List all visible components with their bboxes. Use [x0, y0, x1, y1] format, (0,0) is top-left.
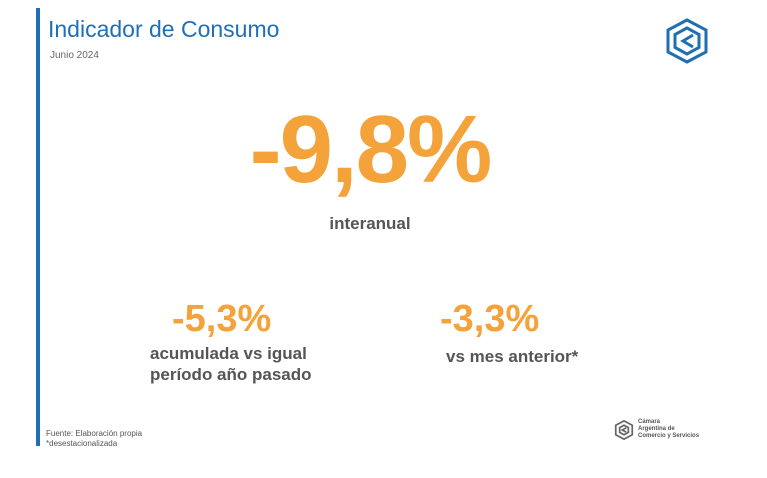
- accumulated-label: acumulada vs igual período año pasado: [150, 343, 350, 385]
- org-name-line-2: Argentina de: [638, 426, 675, 432]
- headline-label: interanual: [329, 214, 411, 233]
- source-note: Fuente: Elaboración propia: [46, 429, 143, 438]
- accumulated-label-line-2: período año pasado: [150, 365, 312, 384]
- accent-bar: [36, 8, 40, 446]
- page-subtitle: Junio 2024: [50, 50, 99, 61]
- accumulated-label-line-1: acumulada vs igual: [150, 344, 307, 363]
- cac-hexagon-logo-icon: [666, 18, 708, 64]
- monthly-label: vs mes anterior*: [446, 347, 579, 366]
- headline-value: -9,8%: [249, 96, 493, 203]
- accumulated-value: -5,3%: [172, 298, 272, 340]
- org-logo-icon: [614, 420, 634, 440]
- org-name-line-3: Comercio y Servicios: [638, 433, 700, 439]
- footnote: Fuente: Elaboración propia *desestaciona…: [46, 429, 142, 449]
- org-name: Cámara Argentina de Comercio y Servicios: [638, 419, 699, 440]
- seasonal-note: *desestacionalizada: [46, 439, 118, 448]
- monthly-value: -3,3%: [440, 298, 540, 340]
- page-title: Indicador de Consumo: [48, 16, 280, 42]
- org-name-line-1: Cámara: [638, 419, 661, 425]
